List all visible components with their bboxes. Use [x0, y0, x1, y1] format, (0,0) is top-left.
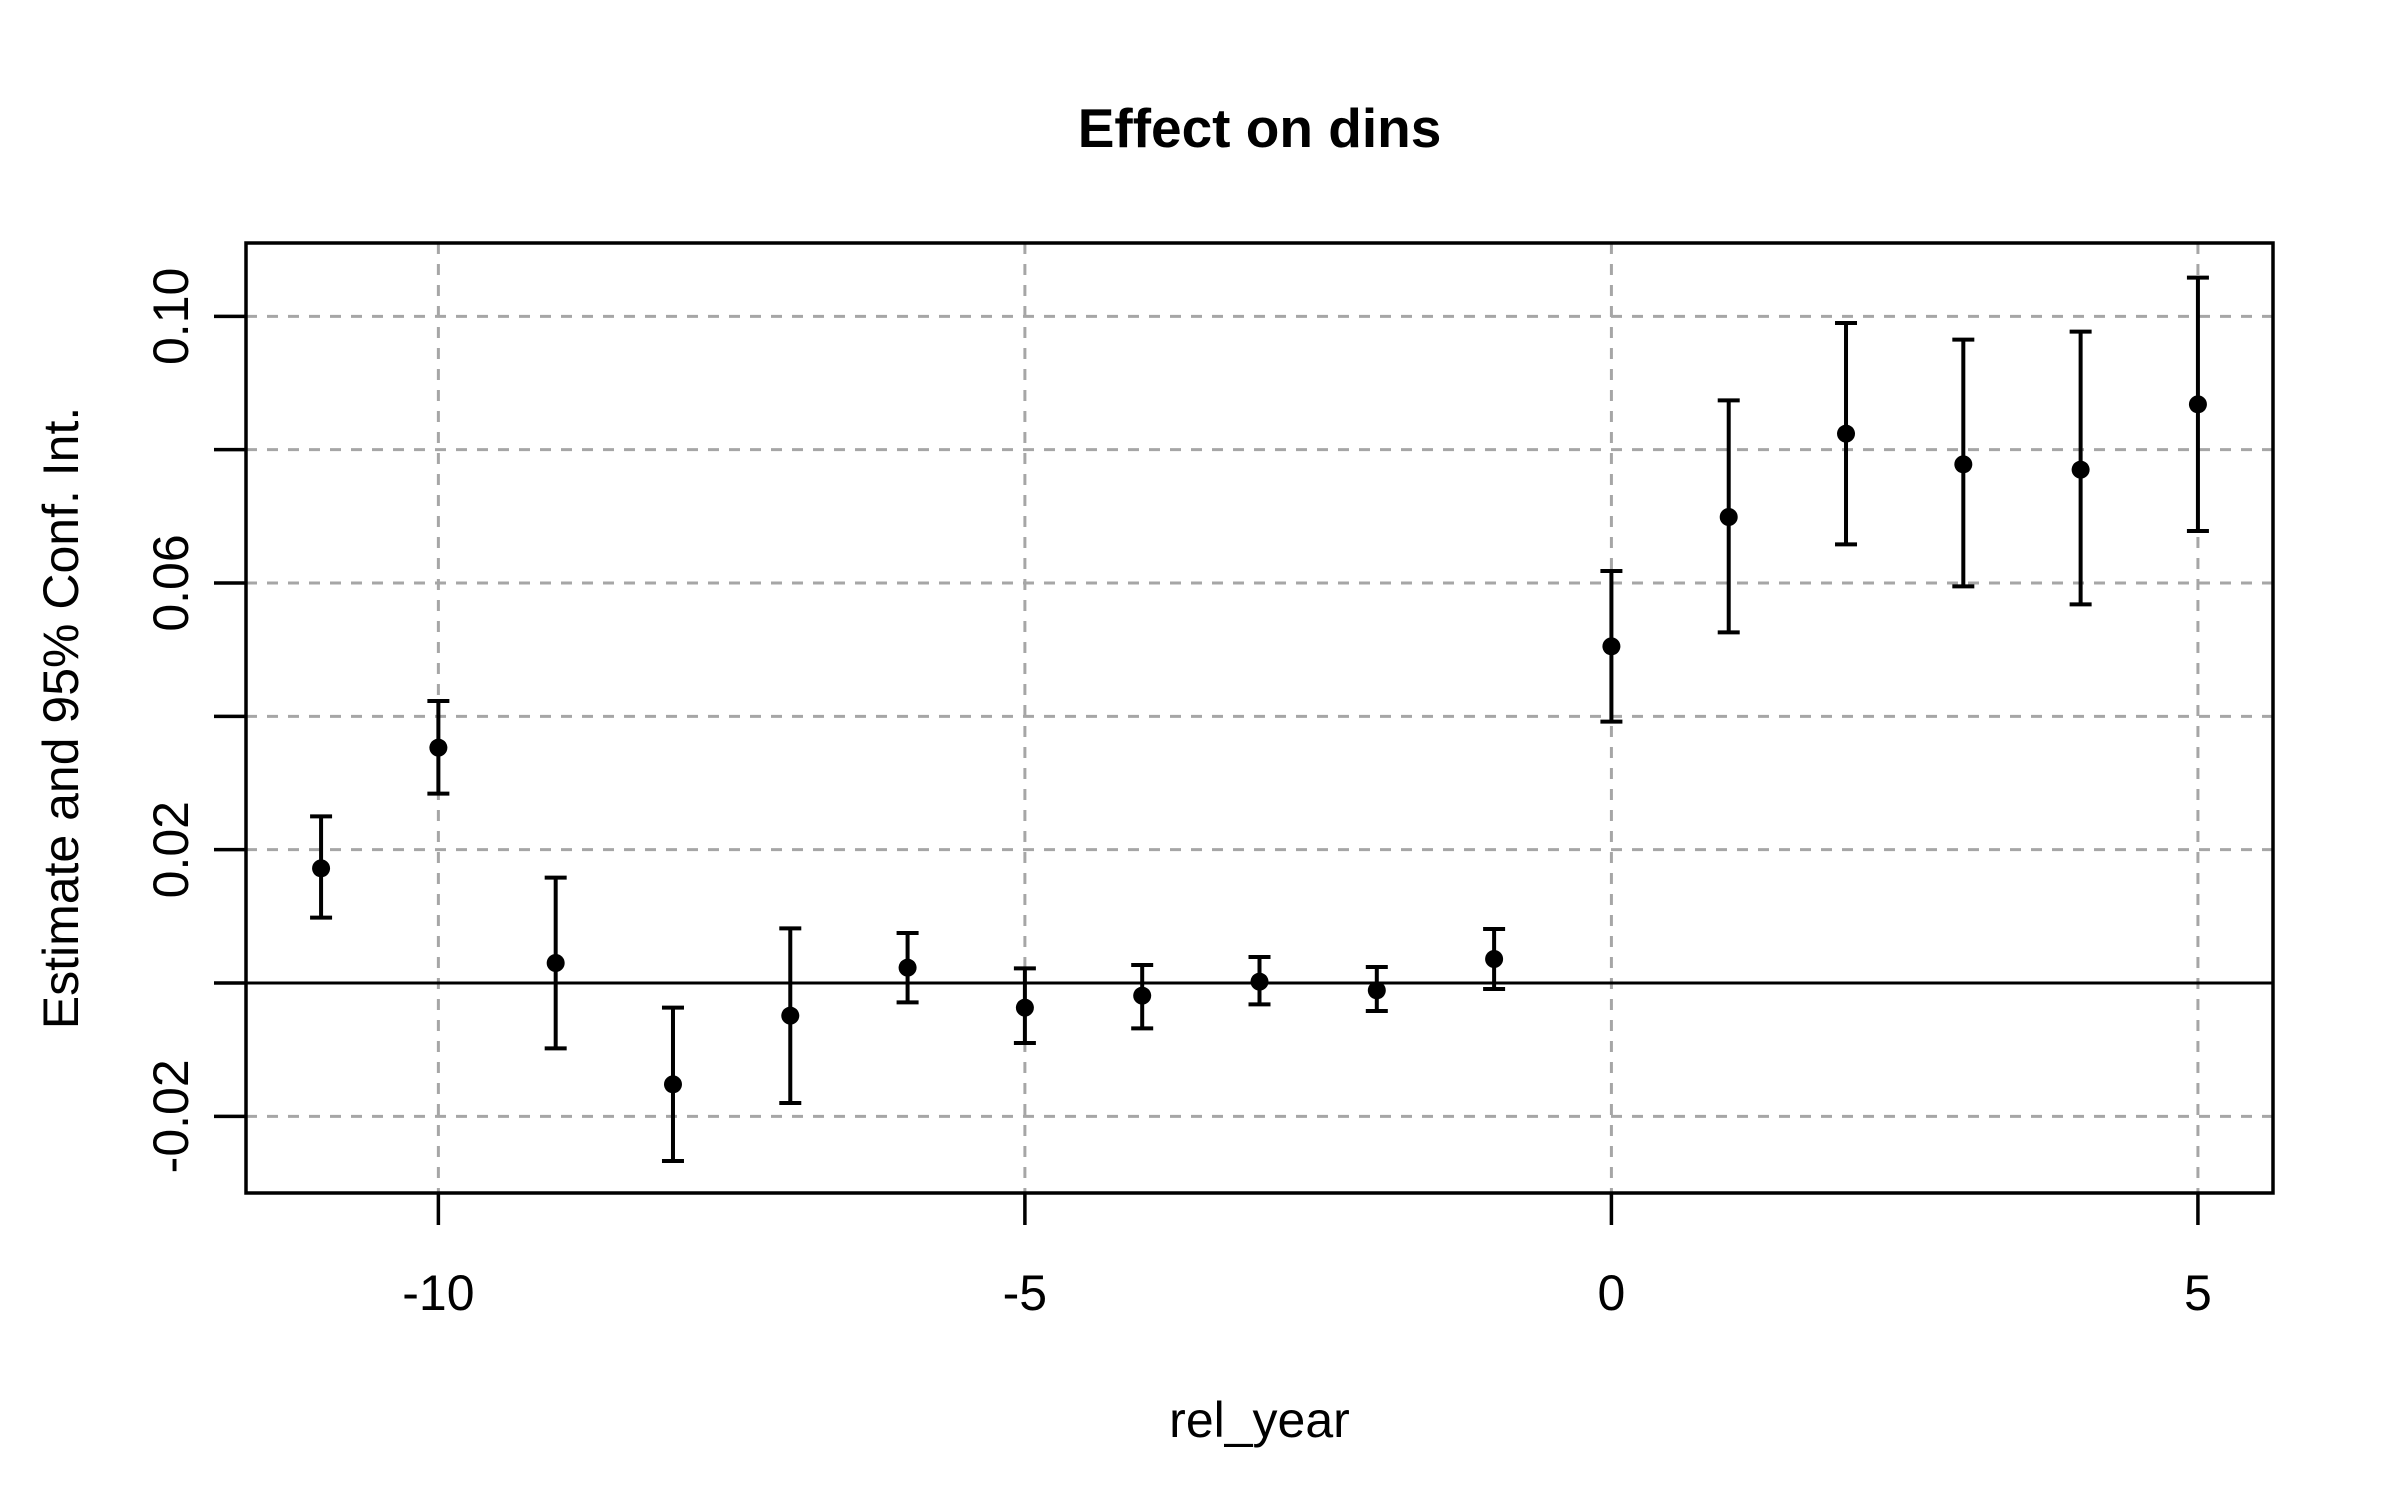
estimate-point [312, 859, 331, 878]
estimate-with-ci [2069, 329, 2092, 607]
estimate-point [1719, 508, 1738, 526]
estimate-point [898, 958, 917, 977]
estimate-with-ci [779, 926, 802, 1105]
estimate-point [663, 1075, 682, 1094]
estimate-point [1015, 998, 1034, 1017]
estimate-with-ci [661, 1005, 684, 1163]
estimate-with-ci [1600, 569, 1623, 724]
y-tick-label: 0.02 [143, 801, 199, 898]
estimate-with-ci [1013, 966, 1036, 1045]
y-axis-title: Estimate and 95% Conf. Int. [33, 407, 89, 1030]
estimate-with-ci [2186, 275, 2209, 533]
x-tick-label: 5 [2184, 1265, 2212, 1321]
estimate-with-ci [310, 814, 333, 920]
estimate-point [1954, 455, 1973, 474]
estimate-point [1837, 424, 1856, 443]
estimate-with-ci [1365, 965, 1388, 1013]
y-tick-label: 0.10 [143, 268, 199, 365]
x-tick-label: -5 [1003, 1265, 1047, 1321]
x-tick-label: 0 [1598, 1265, 1626, 1321]
estimate-point [781, 1006, 800, 1025]
estimate-with-ci [1248, 955, 1271, 1007]
estimate-with-ci [1835, 321, 1858, 547]
grid-layer [246, 243, 2273, 1193]
estimate-with-ci [427, 699, 450, 796]
estimate-with-ci [1483, 927, 1506, 991]
estimate-point [1250, 972, 1269, 991]
estimate-point [1367, 981, 1386, 1000]
plot-frame [244, 241, 2275, 1195]
x-tick-label: -10 [402, 1265, 474, 1321]
axis-layer: -10 -5 0 5 -0.02 0.02 0.06 0.10 [143, 268, 2212, 1321]
estimate-point [1133, 986, 1152, 1005]
estimate-with-ci [544, 875, 567, 1051]
estimate-with-ci [1952, 337, 1975, 589]
estimate-point [429, 738, 448, 757]
estimate-point [546, 954, 565, 972]
estimate-point [1485, 950, 1504, 968]
y-tick-label: -0.02 [143, 1059, 199, 1173]
estimate-point [2071, 460, 2090, 479]
estimate-point [2188, 395, 2207, 414]
data-layer [310, 275, 2209, 1163]
estimate-with-ci [896, 931, 919, 1005]
estimate-point [1602, 637, 1621, 656]
chart-title: Effect on dins [1078, 97, 1442, 159]
x-axis-title: rel_year [1169, 1392, 1350, 1448]
estimate-with-ci [1131, 963, 1154, 1031]
y-tick-label: 0.06 [143, 534, 199, 631]
estimate-with-ci [1717, 398, 1740, 635]
